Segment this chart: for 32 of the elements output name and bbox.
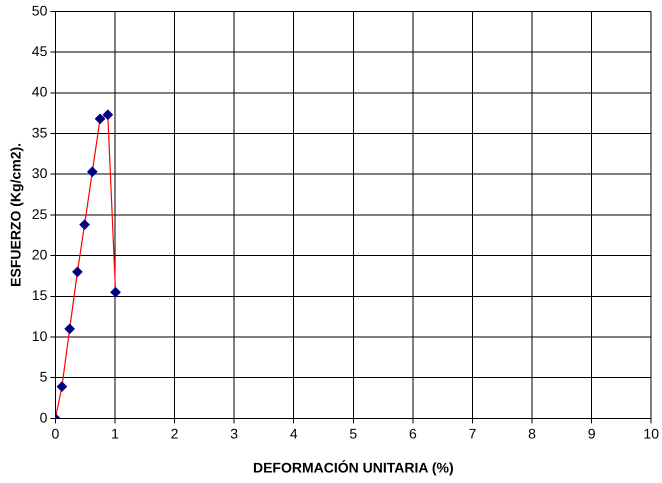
point: [110, 287, 121, 298]
point: [102, 110, 113, 120]
x-tick-label: 8: [528, 426, 536, 442]
x-tick-label: 9: [588, 426, 596, 442]
x-tick-label: 4: [290, 426, 298, 442]
x-tick-label: 10: [643, 426, 660, 442]
y-tick-label: 10: [32, 328, 48, 344]
y-tick-label: 30: [32, 165, 48, 182]
y-tick-label: 20: [32, 246, 48, 262]
y-axis-title: ESFUERZO (Kg/cm2).: [7, 142, 24, 287]
y-tick-label: 0: [40, 409, 48, 426]
x-tick-label: 1: [111, 426, 120, 442]
point: [56, 382, 68, 392]
y-tick-label: 15: [32, 287, 48, 304]
x-axis-title: DEFORMACIÓN UNITARIA (%): [252, 459, 454, 476]
y-tick-label: 45: [32, 42, 48, 59]
y-tick-label: 50: [32, 2, 48, 18]
x-tick-label: 3: [230, 426, 238, 442]
x-tick-label: 7: [468, 426, 477, 442]
x-tick-label: 6: [408, 426, 417, 442]
y-tick-label: 35: [32, 124, 48, 140]
x-tick-label: 5: [349, 426, 358, 442]
y-tick-label: 5: [40, 368, 48, 385]
x-tick-label: 0: [51, 426, 60, 442]
point: [94, 114, 106, 124]
y-tick-label: 25: [32, 206, 48, 222]
point: [72, 266, 83, 277]
point: [64, 324, 75, 334]
point: [79, 220, 90, 230]
y-tick-label: 40: [32, 84, 48, 100]
point: [87, 166, 98, 177]
x-tick-label: 2: [170, 426, 179, 442]
